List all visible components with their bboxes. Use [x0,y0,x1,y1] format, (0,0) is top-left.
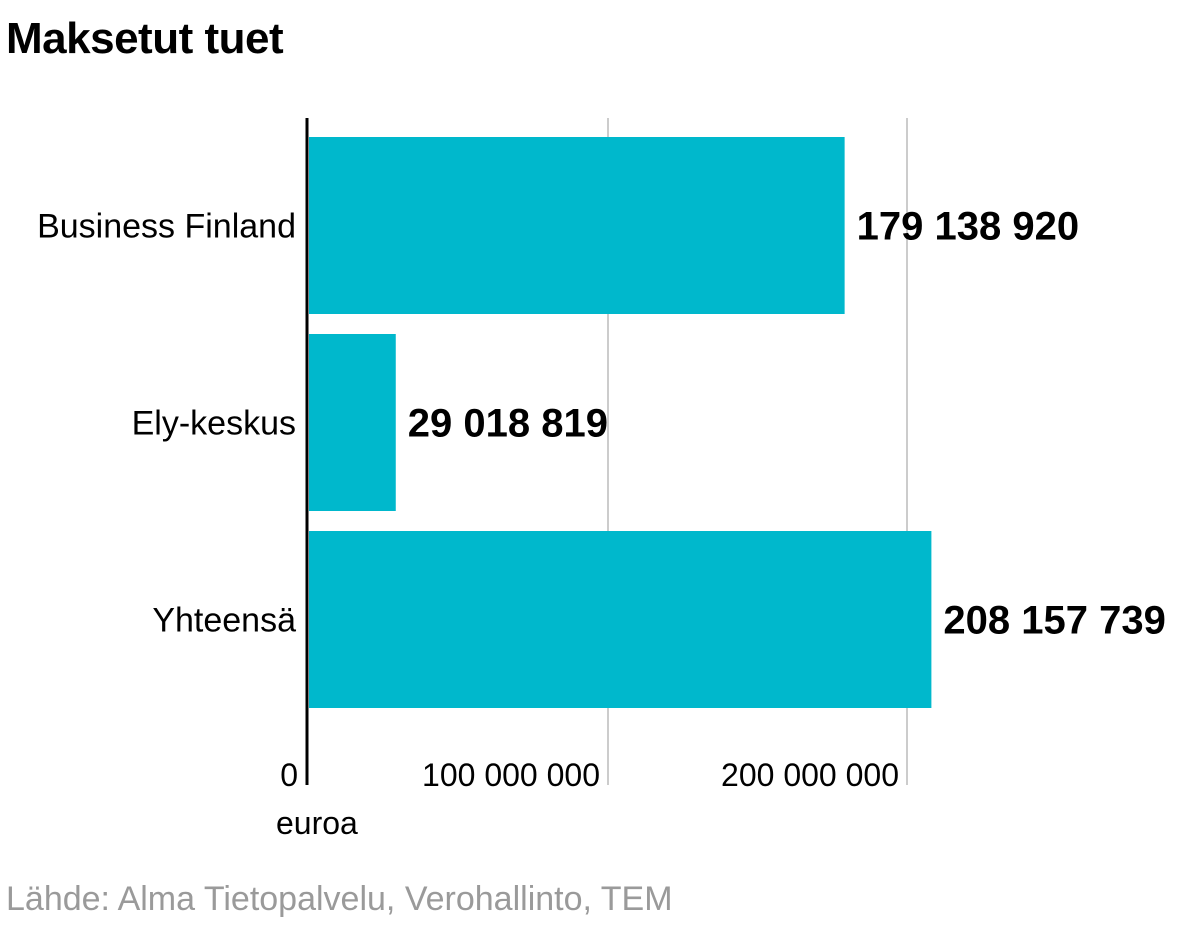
category-label-2: Yhteensä [152,602,296,640]
bar-1 [309,334,396,511]
bar-2 [309,531,932,708]
value-label-1: 29 018 819 [408,402,608,446]
chart-title: Maksetut tuet [6,14,284,63]
x-tick-label-1: 100 000 000 [422,757,600,793]
category-label-0: Business Finland [37,208,296,246]
category-label-1: Ely-keskus [132,405,296,443]
x-axis-unit-label: euroa [276,805,358,841]
bar-0 [309,137,845,314]
x-tick-label-2: 200 000 000 [721,757,899,793]
value-label-2: 208 157 739 [943,599,1165,643]
value-label-0: 179 138 920 [857,205,1079,249]
bar-chart: Business Finland 179 138 920 Ely-keskus 29 … [37,118,1166,841]
source-note: Lähde: Alma Tietopalvelu, Verohallinto, … [6,880,673,918]
x-tick-label-0: 0 [280,757,298,793]
